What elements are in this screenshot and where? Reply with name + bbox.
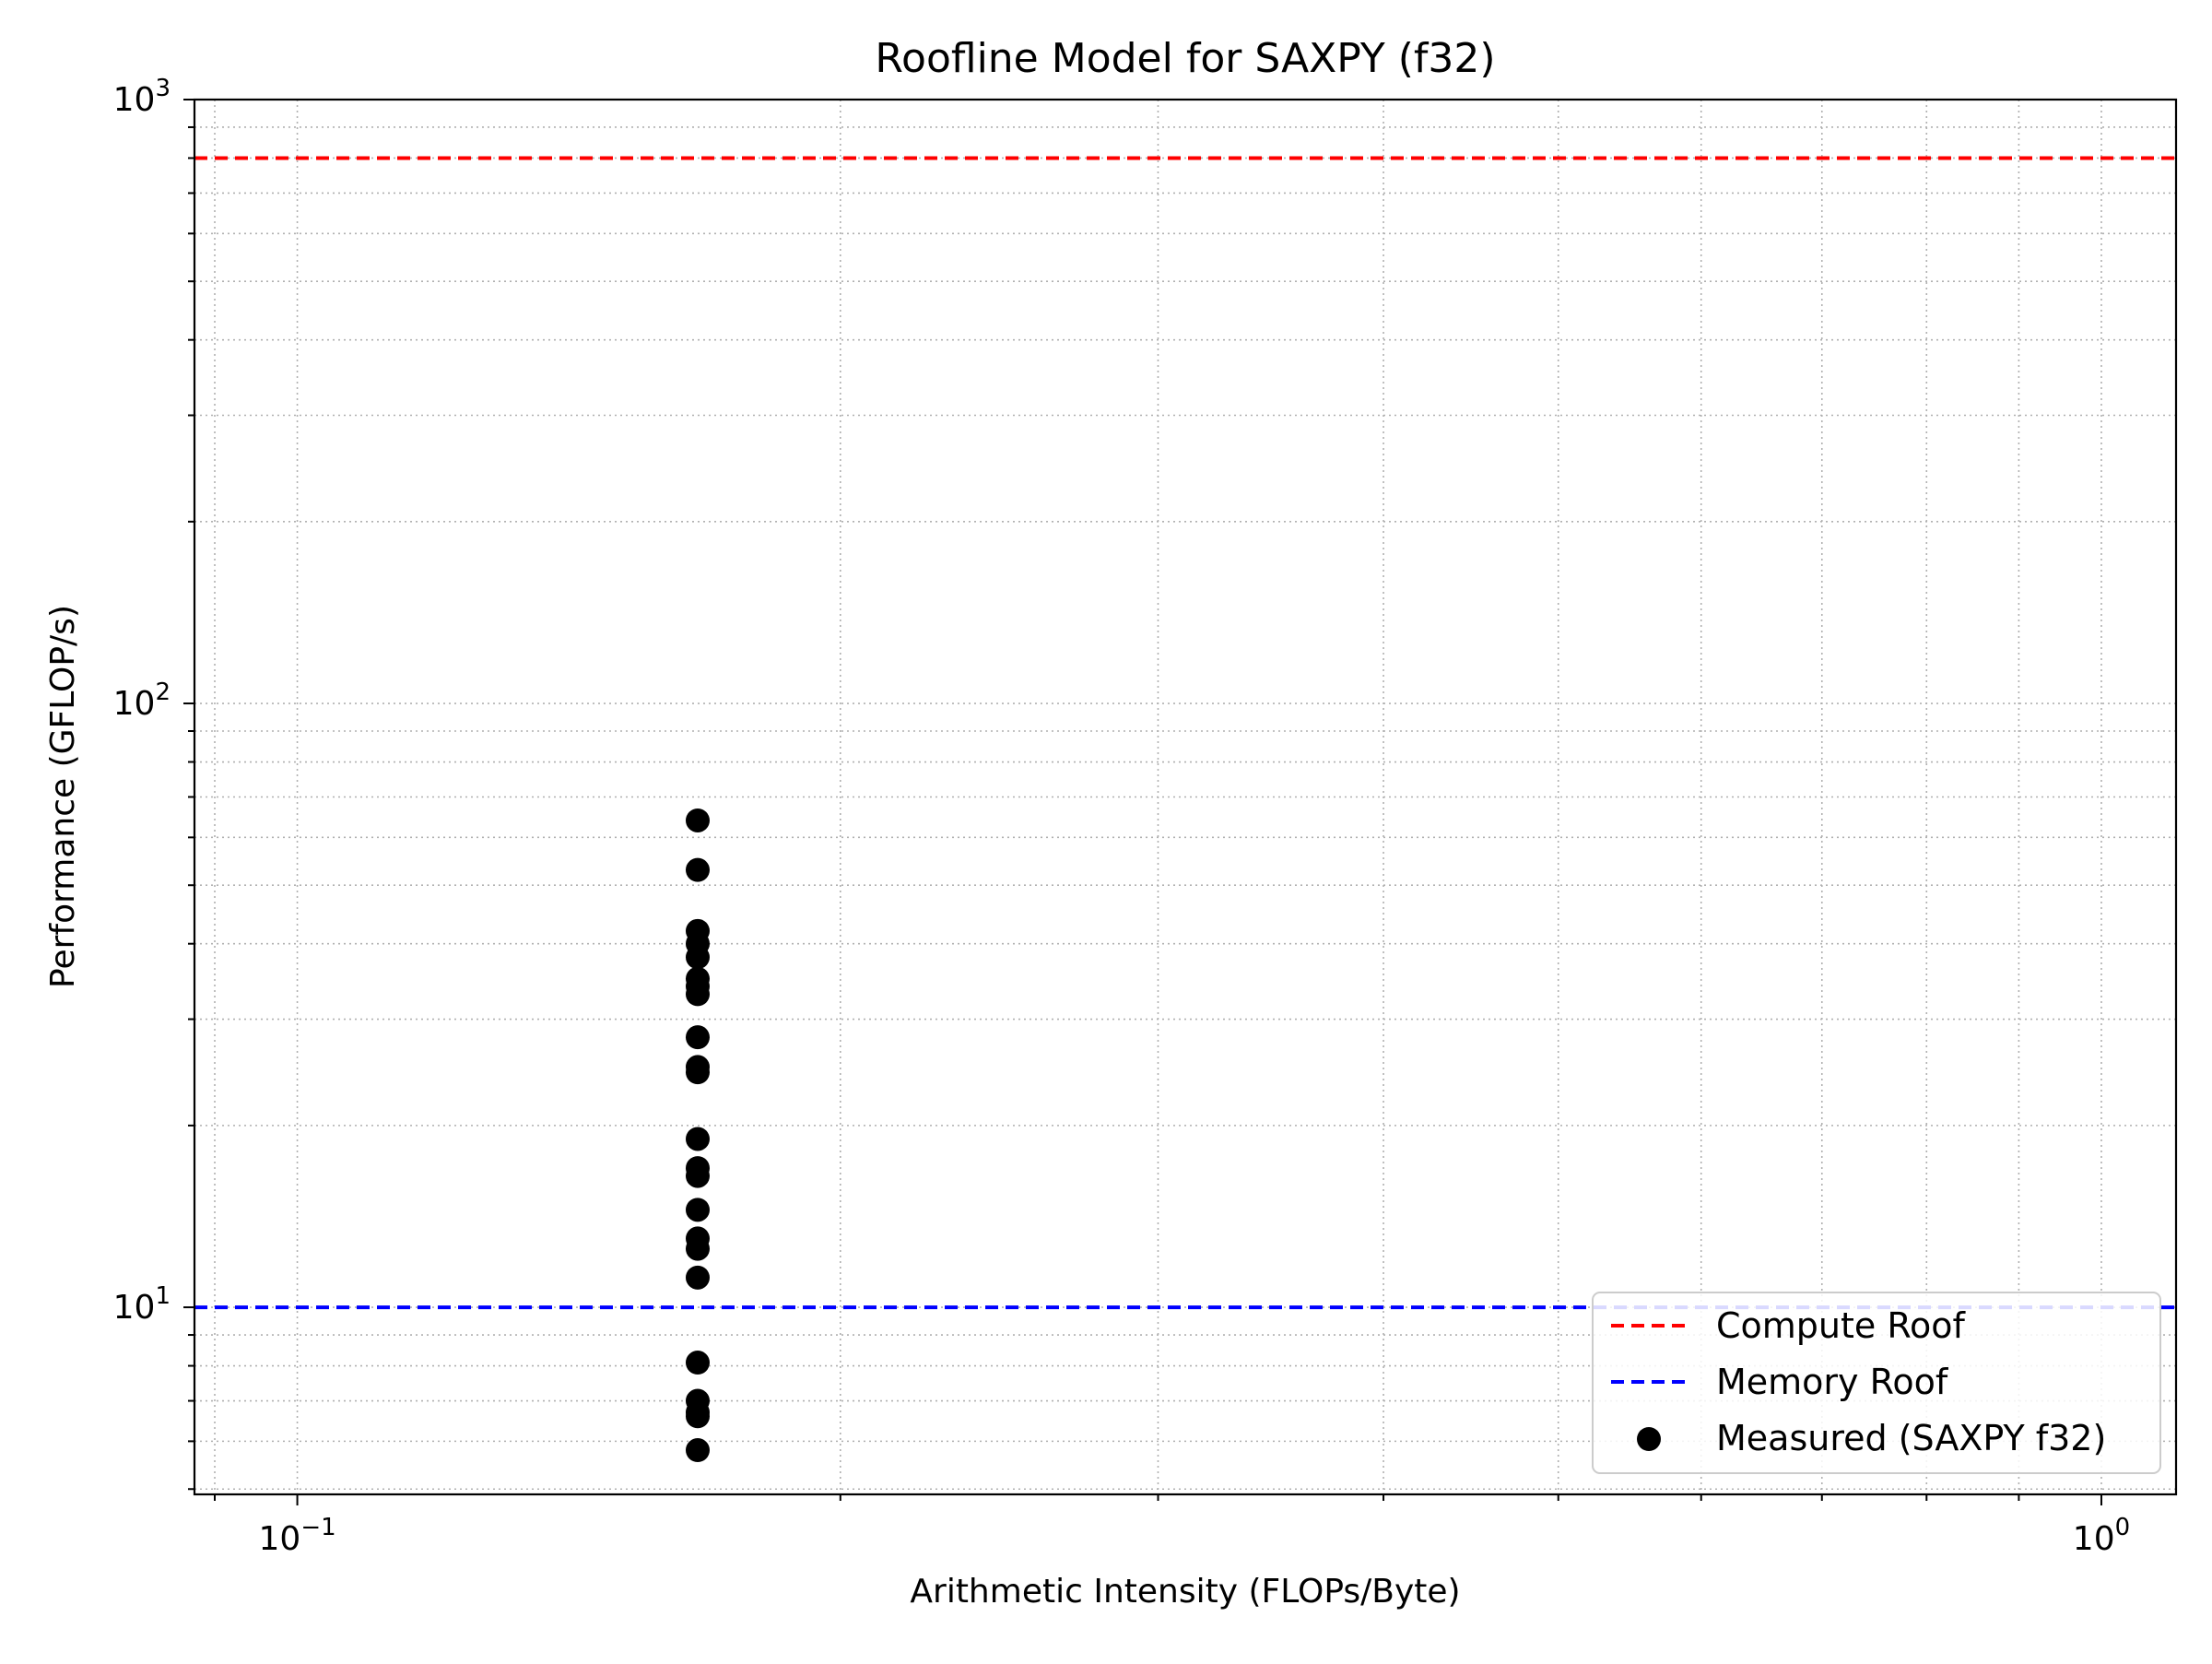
legend-label-memory-roof: Memory Roof [1716,1362,1949,1402]
x-axis-label: Arithmetic Intensity (FLOPs/Byte) [910,1573,1460,1611]
scatter-point [685,1351,710,1375]
legend-label-measured: Measured (SAXPY f32) [1716,1418,2106,1458]
scatter-point [685,1438,710,1463]
scatter-points [685,808,710,1463]
legend-box [1592,1292,2161,1474]
legend: Compute Roof Memory Roof Measured (SAXPY… [1592,1292,2161,1474]
chart-title: Roofline Model for SAXPY (f32) [875,35,1495,82]
y-tick-label: 102 [113,679,171,723]
legend-label-compute-roof: Compute Roof [1716,1305,1967,1346]
y-tick-label: 103 [113,75,171,119]
scatter-point [685,1404,710,1429]
scatter-point [685,1060,710,1085]
legend-swatch-measured [1637,1427,1661,1451]
scatter-point [685,1127,710,1151]
axis-ticks: 10−1 100 101 102 103 [113,75,2131,1558]
scatter-point [685,1025,710,1050]
x-tick-label: 10−1 [259,1514,336,1558]
scatter-point [685,1198,710,1222]
y-tick-label: 101 [113,1282,171,1327]
scatter-point [685,1236,710,1261]
scatter-point [685,1163,710,1188]
scatter-point [685,808,710,832]
x-tick-label: 100 [2073,1514,2130,1558]
scatter-point [685,857,710,882]
scatter-point [685,1265,710,1290]
scatter-point [685,945,710,970]
y-axis-label: Performance (GFLOP/s) [44,605,82,988]
scatter-point [685,982,710,1007]
